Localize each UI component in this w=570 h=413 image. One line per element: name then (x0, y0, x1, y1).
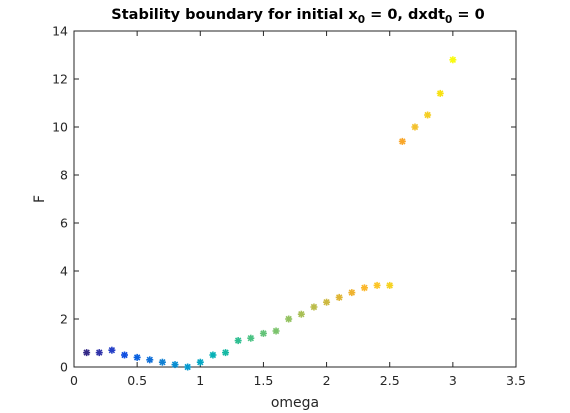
data-point (424, 111, 432, 119)
data-point (449, 56, 457, 64)
data-point-stroke (449, 56, 457, 63)
x-tick-label: 0 (70, 373, 78, 388)
data-points (83, 56, 457, 371)
data-point-stroke (348, 289, 356, 296)
plot-area-box (73, 30, 517, 368)
y-tick-label: 12 (52, 72, 68, 87)
x-tick-label: 3 (449, 373, 457, 388)
data-point-stroke (197, 359, 204, 366)
x-tick-label: 2.5 (380, 373, 400, 388)
data-point (259, 329, 267, 337)
data-point (310, 303, 318, 311)
x-tick-label: 0.5 (127, 373, 147, 388)
y-tick-label: 10 (52, 120, 68, 135)
data-point-stroke (108, 347, 116, 354)
chart-title-suffix: = 0 (452, 7, 484, 23)
data-point (436, 89, 444, 97)
data-point-stroke (222, 349, 229, 356)
data-point (386, 281, 394, 289)
data-point (121, 351, 129, 359)
data-point (222, 349, 230, 357)
data-point-stroke (133, 354, 141, 361)
data-point-stroke (96, 349, 103, 356)
y-tick-label: 6 (60, 216, 68, 231)
x-tick-label: 1.5 (253, 373, 273, 388)
data-point-stroke (285, 315, 292, 323)
data-point (83, 349, 91, 357)
data-point (184, 363, 192, 371)
data-point (360, 284, 368, 292)
data-point (285, 315, 293, 323)
x-tick-label: 3.5 (506, 373, 526, 388)
data-point-stroke (424, 111, 431, 119)
data-point (95, 349, 103, 357)
data-point (348, 289, 356, 297)
y-tick-label: 4 (60, 264, 68, 279)
data-point (272, 327, 280, 335)
data-point-stroke (437, 90, 444, 97)
y-tick-label: 8 (60, 168, 68, 183)
data-point (297, 310, 305, 318)
chart-title-middle: = 0, dxdt (365, 7, 445, 23)
data-point (146, 356, 154, 364)
data-point-stroke (260, 330, 267, 337)
data-point-stroke (336, 294, 343, 301)
y-axis-label: F (32, 195, 48, 203)
data-point-stroke (171, 361, 179, 368)
axes: 0 0.5 1 1.5 2 2.5 3 3.5 0 2 4 6 8 10 12 14 (52, 24, 526, 389)
data-point (373, 281, 381, 289)
chart-title: Stability boundary for initial x0 = 0, d… (111, 7, 484, 26)
data-point-stroke (411, 123, 419, 131)
data-point-stroke (272, 327, 280, 335)
data-point (171, 361, 179, 369)
data-point (335, 293, 343, 301)
x-tick-label: 2 (323, 373, 331, 388)
data-point-stroke (399, 138, 406, 145)
data-point (234, 337, 242, 345)
data-point (133, 353, 141, 361)
data-point (158, 358, 166, 366)
data-point-stroke (386, 282, 393, 289)
data-point (398, 137, 406, 145)
y-tick-label: 2 (60, 312, 68, 327)
x-tick-label: 1 (196, 373, 204, 388)
data-point-stroke (209, 351, 217, 359)
data-point-stroke (361, 284, 368, 291)
data-point-stroke (146, 356, 153, 363)
chart-title-subscript-1: 0 (358, 14, 365, 26)
data-point (247, 334, 255, 342)
chart-title-prefix: Stability boundary for initial x (111, 7, 358, 23)
data-point-stroke (83, 349, 90, 356)
data-point-stroke (247, 335, 254, 342)
data-point-stroke (184, 363, 191, 371)
x-axis-label: omega (271, 395, 319, 411)
data-point (323, 298, 331, 306)
data-point-stroke (298, 311, 305, 318)
y-tick-label: 0 (60, 360, 68, 375)
data-point (196, 358, 204, 366)
data-point-stroke (323, 299, 330, 306)
data-point-stroke (121, 351, 128, 359)
data-point-stroke (373, 282, 381, 289)
y-tick-label: 14 (52, 24, 68, 39)
chart-title-subscript-2: 0 (445, 14, 452, 26)
data-point (411, 123, 419, 131)
data-point-stroke (310, 303, 318, 311)
data-point (209, 351, 217, 359)
data-point (108, 346, 116, 354)
data-point-stroke (159, 359, 166, 366)
data-point-stroke (234, 337, 242, 344)
